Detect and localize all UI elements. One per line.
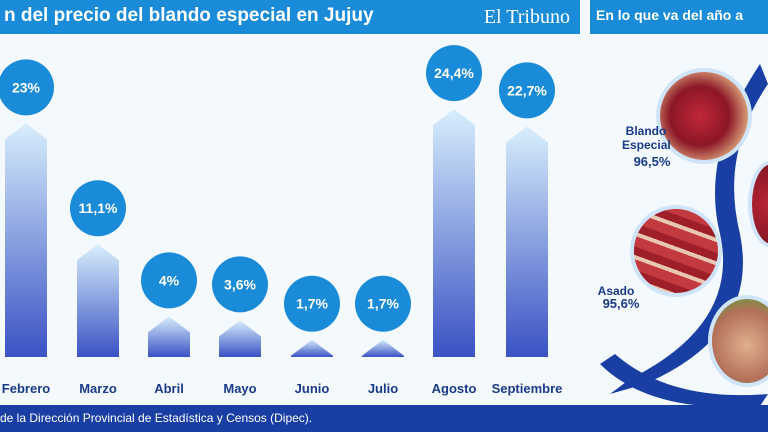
category-label: Marzo xyxy=(79,381,117,396)
photo-chicken xyxy=(708,295,768,387)
category-label: Abril xyxy=(154,381,184,396)
data-label: 3,6% xyxy=(224,276,256,292)
bar-mayo xyxy=(219,320,261,357)
bar-febrero xyxy=(5,123,47,357)
data-label: 23% xyxy=(12,79,41,95)
value-badge xyxy=(426,45,482,102)
value-badge xyxy=(284,275,340,332)
source-footer: de la Dirección Provincial de Estadístic… xyxy=(0,405,768,432)
value-badge xyxy=(70,180,126,237)
category-label: Febrero xyxy=(2,381,50,396)
data-label: 11,1% xyxy=(79,200,118,216)
data-label: 1,7% xyxy=(296,296,328,312)
data-label: 1,7% xyxy=(367,296,399,312)
side-panel-header: En lo que va del año a xyxy=(590,0,768,34)
bar-julio xyxy=(362,339,404,357)
value-badge xyxy=(0,59,54,116)
data-label: 24,4% xyxy=(434,65,474,81)
bar-abril xyxy=(148,316,190,357)
category-label: Agosto xyxy=(432,381,477,396)
bar-chart: 23% Febrero 11,1% Marzo 4% Abril 3,6% Mayo 1,7% J… xyxy=(0,45,562,396)
chart-title-bar: n del precio del blando especial en Juju… xyxy=(0,0,580,34)
category-label: Septiembre xyxy=(492,381,563,396)
photo-asado xyxy=(630,205,722,297)
bars-group: 23% Febrero 11,1% Marzo 4% Abril 3,6% Mayo 1,7% J… xyxy=(0,45,562,396)
data-label: 4% xyxy=(159,272,180,288)
category-label: Julio xyxy=(368,381,398,396)
bar-agosto xyxy=(433,109,475,357)
side-item-label: Asado xyxy=(597,284,635,298)
chart-title: n del precio del blando especial en Juju… xyxy=(4,5,374,26)
side-item-value: 96,5% xyxy=(633,154,671,169)
bar-junio xyxy=(291,339,333,357)
value-badge xyxy=(212,256,268,313)
data-label: 22,7% xyxy=(507,82,547,98)
value-badge xyxy=(499,62,555,119)
side-item-label: Blando Especial xyxy=(622,124,671,152)
brand-logo: El Tribuno xyxy=(483,6,570,28)
side-panel-title: En lo que va del año a xyxy=(596,7,744,23)
source-text: de la Dirección Provincial de Estadístic… xyxy=(0,411,313,425)
category-label: Junio xyxy=(295,381,330,396)
value-badge xyxy=(355,275,411,332)
value-badge xyxy=(141,252,197,309)
category-label: Mayo xyxy=(223,381,256,396)
ribbon-base xyxy=(600,354,768,405)
side-item-value: 95,6% xyxy=(602,296,640,311)
bar-septiembre xyxy=(506,126,548,357)
photo-blando-especial xyxy=(656,68,752,164)
bar-marzo xyxy=(77,244,119,357)
